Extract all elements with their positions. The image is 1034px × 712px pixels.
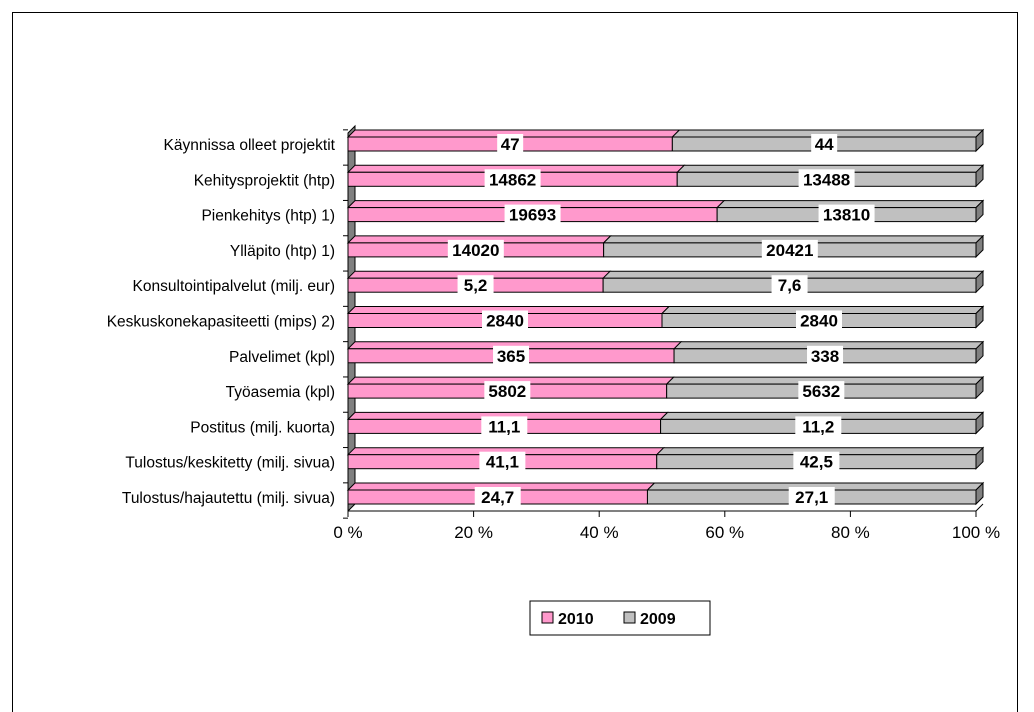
legend-swatch-2010 [541, 611, 554, 624]
data-label-bg [457, 275, 494, 296]
bar-end-face [975, 446, 984, 470]
category-label: Työasemia (kpl) [226, 384, 335, 401]
category-label: Käynnissa olleet projektit [164, 137, 336, 154]
data-label-bg [795, 416, 842, 437]
data-label-bg [798, 169, 855, 190]
data-label: 41,1 [486, 453, 519, 472]
category-label: Ylläpito (htp) 1) [230, 243, 335, 260]
bar-end-face [975, 375, 984, 400]
data-label-bg [771, 275, 808, 296]
data-label: 13488 [803, 170, 850, 189]
data-label: 5,2 [464, 276, 488, 295]
category-label: Tulostus/hajautettu (milj. sivua) [122, 490, 335, 507]
bar-end-face [975, 481, 984, 506]
data-label-bg [482, 310, 528, 331]
chart-frame: 0 % 20 % 40 % 60 % 80 % 100 % 47 44 Käynnissa ol… [12, 12, 1018, 712]
x-tick-label: 100 % [952, 523, 1000, 542]
data-label-bg [811, 134, 838, 154]
data-label: 5632 [802, 382, 840, 401]
data-label: 2840 [486, 312, 524, 331]
data-label: 24,7 [481, 488, 514, 507]
data-label-bg [818, 204, 875, 225]
data-label: 11,1 [488, 417, 520, 436]
category-label: Konsultointipalvelut (milj. eur) [133, 278, 335, 295]
x-axis-depth-line [975, 503, 984, 512]
legend-label-2009: 2009 [640, 611, 676, 628]
data-label-bg [761, 239, 818, 260]
x-tick-label: 20 % [454, 523, 493, 542]
data-label: 13810 [823, 206, 870, 225]
legend-swatch-2009 [623, 611, 636, 624]
x-tick-label: 80 % [831, 523, 870, 542]
data-label: 20421 [766, 241, 813, 260]
category-label: Tulostus/keskitetty (milj. sivua) [125, 455, 335, 472]
stacked-bar-chart: 0 % 20 % 40 % 60 % 80 % 100 % 47 44 Käynnissa ol… [107, 124, 1000, 636]
data-label-bg [479, 451, 526, 472]
bar-end-face [975, 340, 984, 365]
bar-end-face [975, 411, 984, 435]
bar-end-face [975, 305, 984, 329]
data-label-bg [484, 381, 531, 402]
category-label: Keskuskonekapasiteetti (mips) 2) [107, 314, 335, 331]
data-label: 19693 [509, 206, 556, 225]
data-label-bg [484, 169, 541, 190]
data-label-bg [788, 487, 835, 507]
data-label-bg [504, 204, 561, 225]
data-label-bg [493, 345, 530, 366]
category-label: Pienkehitys (htp) 1) [201, 208, 335, 225]
data-label: 11,2 [802, 417, 834, 436]
bar-end-face [975, 128, 984, 153]
data-label-bg [474, 487, 521, 507]
data-label: 338 [811, 347, 839, 366]
data-label-bg [798, 381, 845, 402]
data-label: 47 [501, 135, 520, 154]
legend: 2010 2009 [529, 600, 711, 636]
x-tick-label: 40 % [580, 523, 619, 542]
data-label: 5802 [488, 382, 526, 401]
bar-end-face [975, 234, 984, 259]
data-label: 14862 [489, 170, 536, 189]
legend-label-2010: 2010 [558, 611, 594, 628]
data-label-bg [807, 345, 844, 366]
bar-end-face [975, 269, 984, 294]
data-label-bg [447, 239, 504, 260]
bar-end-face [975, 199, 984, 223]
category-label: Postitus (milj. kuorta) [190, 419, 335, 436]
data-label-bg [796, 310, 842, 331]
category-label: Kehitysprojektit (htp) [194, 172, 335, 189]
x-tick-label: 60 % [705, 523, 744, 542]
data-label: 44 [815, 135, 834, 154]
data-label: 42,5 [800, 453, 833, 472]
data-label: 7,6 [778, 276, 802, 295]
data-label: 27,1 [795, 488, 828, 507]
data-label-bg [497, 134, 524, 154]
data-label: 2840 [800, 312, 838, 331]
data-label: 365 [497, 347, 525, 366]
data-label-bg [481, 416, 528, 437]
x-tick-label: 0 % [333, 523, 362, 542]
data-label-bg [793, 451, 840, 472]
data-label: 14020 [452, 241, 499, 260]
legend-box [529, 600, 711, 636]
category-label: Palvelimet (kpl) [229, 349, 335, 366]
bar-end-face [975, 164, 984, 188]
